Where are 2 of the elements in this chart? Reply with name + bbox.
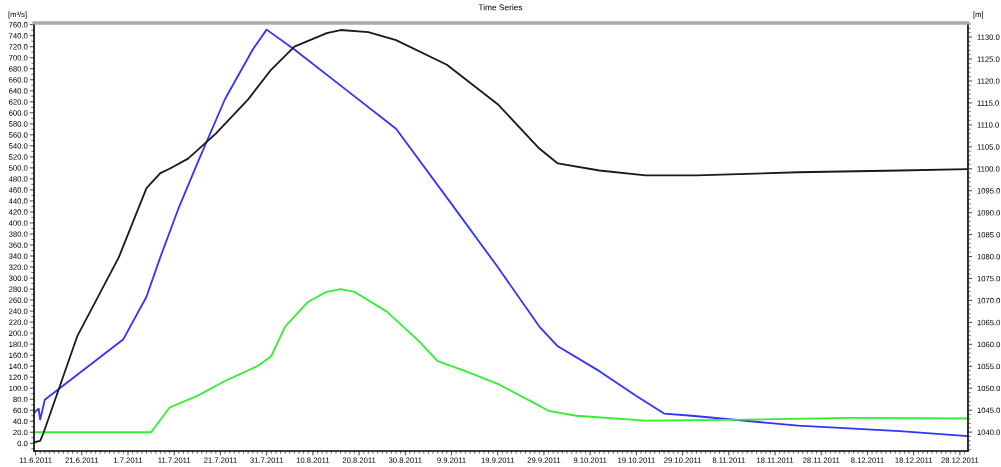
chart-title: Time Series [478, 4, 523, 11]
line-series [34, 288, 968, 434]
